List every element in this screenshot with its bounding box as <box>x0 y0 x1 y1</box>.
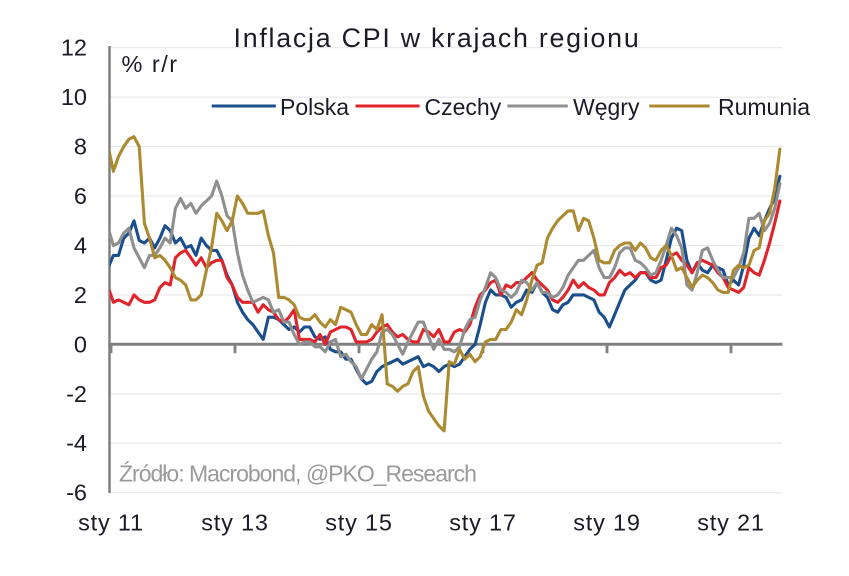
svg-text:0: 0 <box>74 331 87 357</box>
svg-text:10: 10 <box>61 84 87 110</box>
svg-text:-2: -2 <box>66 381 87 407</box>
svg-text:Źródło: Macrobond, @PKO_Resear: Źródło: Macrobond, @PKO_Research <box>119 461 476 487</box>
svg-text:sty 13: sty 13 <box>201 510 269 536</box>
svg-text:sty 11: sty 11 <box>78 510 144 536</box>
svg-text:Polska: Polska <box>280 94 349 120</box>
svg-text:12: 12 <box>61 35 87 61</box>
svg-text:sty 15: sty 15 <box>325 510 393 536</box>
svg-text:2: 2 <box>74 282 87 308</box>
svg-text:sty 19: sty 19 <box>573 510 641 536</box>
svg-text:6: 6 <box>74 183 87 209</box>
svg-text:sty 17: sty 17 <box>449 510 517 536</box>
svg-text:4: 4 <box>74 233 87 259</box>
svg-text:Czechy: Czechy <box>425 94 502 120</box>
svg-text:Rumunia: Rumunia <box>718 94 810 120</box>
svg-text:8: 8 <box>74 134 87 160</box>
svg-text:sty 21: sty 21 <box>697 510 765 536</box>
svg-text:% r/r: % r/r <box>122 51 179 77</box>
svg-text:Węgry: Węgry <box>573 94 640 120</box>
svg-text:-4: -4 <box>66 430 87 456</box>
svg-text:-6: -6 <box>66 480 87 506</box>
svg-text:Inflacja CPI w krajach regionu: Inflacja CPI w krajach regionu <box>234 23 641 53</box>
